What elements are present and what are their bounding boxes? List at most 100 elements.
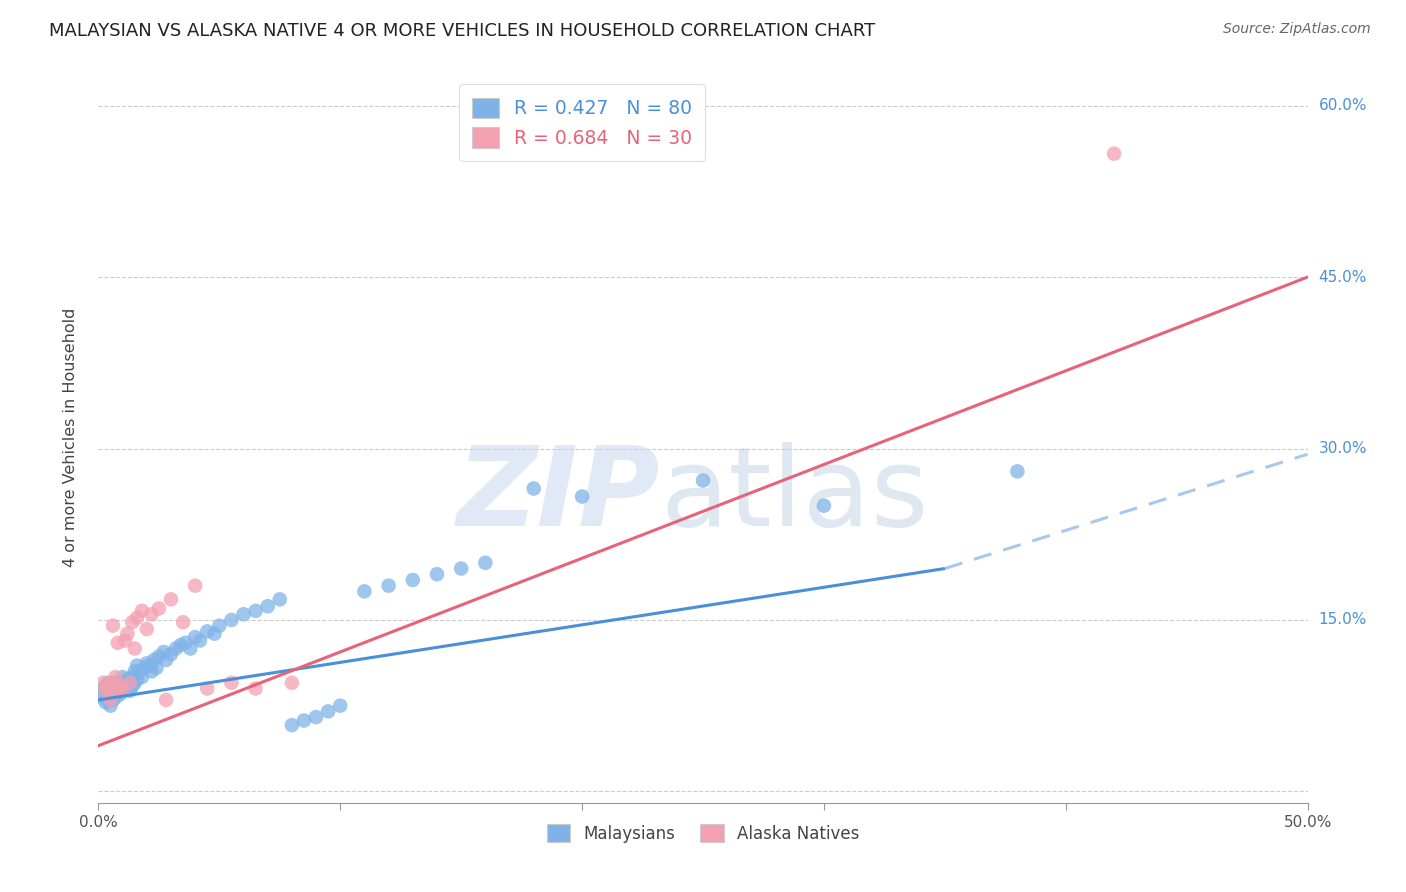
Legend: Malaysians, Alaska Natives: Malaysians, Alaska Natives — [540, 817, 866, 849]
Point — [100, 679, 122, 693]
Point — [101, 675, 124, 690]
Point — [104, 690, 127, 705]
Point — [523, 482, 546, 496]
Point — [152, 645, 174, 659]
Point — [124, 675, 146, 690]
Point — [195, 624, 218, 639]
Point — [232, 607, 254, 622]
Point — [188, 633, 211, 648]
Point — [1102, 146, 1125, 161]
Point — [208, 618, 231, 632]
Point — [108, 679, 131, 693]
Point — [138, 658, 160, 673]
Point — [114, 675, 136, 690]
Point — [97, 683, 120, 698]
Point — [94, 695, 117, 709]
Point — [305, 710, 328, 724]
Point — [135, 622, 157, 636]
Point — [111, 675, 134, 690]
Point — [135, 657, 157, 671]
Point — [143, 653, 166, 667]
Point — [134, 661, 156, 675]
Text: 45.0%: 45.0% — [1319, 269, 1367, 285]
Point — [141, 607, 163, 622]
Point — [174, 636, 197, 650]
Point — [281, 718, 304, 732]
Point — [107, 681, 129, 696]
Text: 15.0%: 15.0% — [1319, 613, 1367, 627]
Point — [155, 693, 177, 707]
Point — [148, 601, 170, 615]
Point — [121, 670, 143, 684]
Text: MALAYSIAN VS ALASKA NATIVE 4 OR MORE VEHICLES IN HOUSEHOLD CORRELATION CHART: MALAYSIAN VS ALASKA NATIVE 4 OR MORE VEH… — [49, 22, 876, 40]
Point — [97, 675, 120, 690]
Point — [91, 690, 114, 705]
Point — [107, 683, 129, 698]
Point — [90, 683, 112, 698]
Point — [91, 675, 114, 690]
Point — [221, 613, 243, 627]
Point — [184, 630, 207, 644]
Point — [111, 683, 134, 698]
Point — [281, 675, 304, 690]
Point — [117, 673, 139, 687]
Point — [121, 615, 143, 630]
Point — [141, 665, 163, 679]
Point — [127, 610, 149, 624]
Text: 30.0%: 30.0% — [1319, 441, 1367, 456]
Point — [114, 633, 136, 648]
Point — [316, 705, 339, 719]
Point — [114, 681, 136, 696]
Point — [97, 693, 120, 707]
Point — [127, 673, 149, 687]
Point — [111, 683, 134, 698]
Point — [91, 681, 114, 696]
Point — [426, 567, 449, 582]
Point — [329, 698, 352, 713]
Point — [160, 592, 183, 607]
Point — [94, 687, 117, 701]
Point — [100, 687, 122, 701]
Point — [101, 675, 124, 690]
Text: ZIP: ZIP — [457, 442, 661, 549]
Point — [377, 579, 399, 593]
Point — [131, 670, 153, 684]
Point — [692, 474, 714, 488]
Point — [97, 679, 120, 693]
Point — [124, 665, 146, 679]
Point — [107, 636, 129, 650]
Point — [108, 687, 131, 701]
Point — [145, 661, 167, 675]
Point — [292, 714, 315, 728]
Point — [117, 679, 139, 693]
Point — [353, 584, 375, 599]
Point — [104, 687, 127, 701]
Point — [104, 679, 127, 693]
Point — [100, 693, 122, 707]
Point — [94, 683, 117, 698]
Point — [108, 679, 131, 693]
Point — [131, 604, 153, 618]
Point — [127, 658, 149, 673]
Point — [128, 665, 150, 679]
Point — [1007, 464, 1029, 478]
Point — [117, 626, 139, 640]
Point — [204, 626, 226, 640]
Point — [402, 573, 425, 587]
Point — [256, 599, 278, 614]
Point — [195, 681, 218, 696]
Point — [148, 649, 170, 664]
Point — [107, 683, 129, 698]
Point — [118, 675, 141, 690]
Point — [450, 561, 472, 575]
Point — [107, 675, 129, 690]
Point — [111, 670, 134, 684]
Point — [571, 490, 593, 504]
Text: atlas: atlas — [661, 442, 929, 549]
Point — [104, 670, 127, 684]
Point — [160, 647, 183, 661]
Point — [165, 641, 187, 656]
Point — [813, 499, 835, 513]
Point — [101, 693, 124, 707]
Point — [245, 604, 267, 618]
